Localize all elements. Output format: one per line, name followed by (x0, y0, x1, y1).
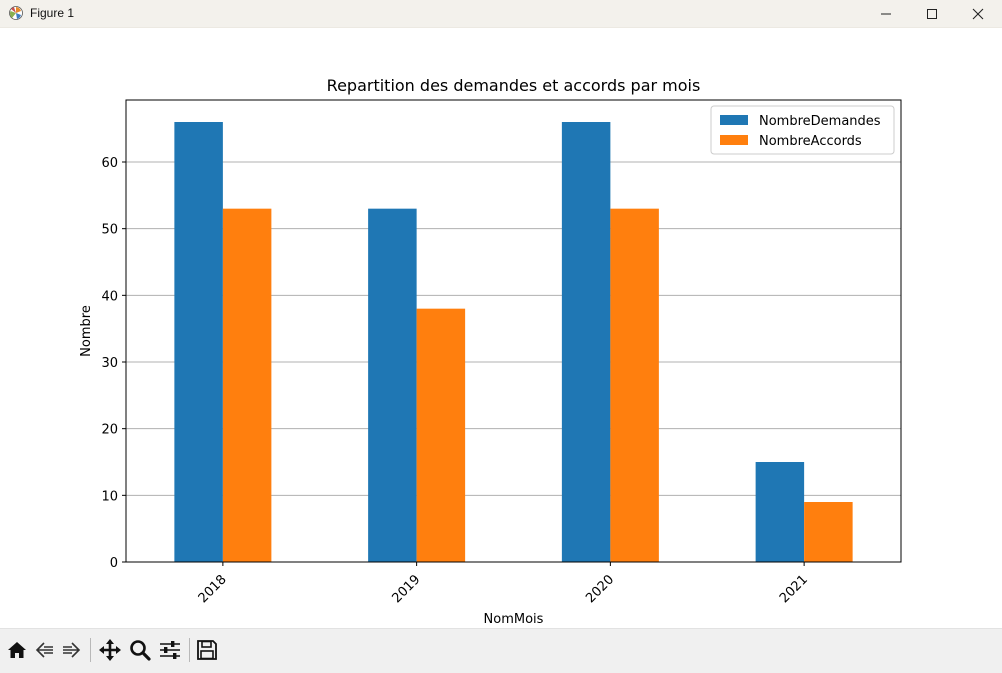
legend-label: NombreAccords (759, 134, 862, 149)
chart-title: Repartition des demandes et accords par … (327, 76, 701, 95)
bar-NombreDemandes-2021 (755, 462, 805, 562)
bar-NombreAccords-2020 (610, 208, 659, 562)
y-tick-label: 10 (101, 489, 118, 504)
x-axis-label: NomMois (484, 612, 544, 627)
y-axis-label: Nombre (79, 305, 94, 357)
y-ticks: 0 10 20 30 40 50 60 (101, 156, 126, 571)
window-titlebar: Figure 1 (0, 0, 1002, 28)
zoom-icon (130, 640, 151, 661)
pan-button[interactable] (97, 637, 123, 663)
close-button[interactable] (955, 0, 1001, 27)
toolbar-separator (90, 638, 91, 662)
navigation-toolbar (0, 628, 1002, 673)
axes-frame (125, 99, 902, 563)
bar-chart: 0 10 20 30 40 50 60 2018 2019 2020 2021 Repartiti… (79, 76, 902, 627)
legend-swatch (720, 135, 748, 145)
y-tick-label: 30 (101, 356, 118, 371)
save-icon (197, 640, 217, 660)
legend-label: NombreDemandes (759, 114, 881, 129)
bars (174, 122, 853, 562)
save-button[interactable] (194, 637, 220, 663)
bar-NombreAccords-2018 (222, 208, 272, 562)
bar-NombreAccords-2021 (804, 502, 853, 562)
pan-icon (99, 639, 121, 661)
x-tick-label: 2021 (777, 572, 811, 606)
window-title: Figure 1 (30, 6, 75, 20)
close-icon (972, 8, 984, 19)
maximize-icon (927, 8, 937, 19)
legend: NombreDemandes NombreAccords (710, 105, 895, 155)
back-arrow-icon (35, 642, 53, 658)
bar-NombreDemandes-2020 (561, 122, 611, 562)
y-tick-label: 20 (101, 423, 118, 438)
y-tick-label: 60 (101, 156, 118, 171)
figure-canvas[interactable]: 0 10 20 30 40 50 60 2018 2019 2020 2021 Repartiti… (0, 28, 1002, 628)
x-tick-label: 2018 (196, 572, 230, 606)
toolbar-separator (189, 638, 190, 662)
x-ticks: 2018 2019 2020 2021 (196, 562, 811, 606)
configure-subplots-icon (160, 641, 180, 659)
y-tick-label: 0 (110, 556, 118, 571)
y-tick-label: 40 (101, 289, 118, 304)
bar-NombreDemandes-2019 (368, 208, 417, 562)
back-button[interactable] (32, 637, 58, 663)
y-tick-label: 50 (101, 223, 118, 238)
home-icon (8, 642, 26, 658)
bar-NombreDemandes-2018 (174, 122, 223, 562)
home-button[interactable] (4, 637, 30, 663)
x-tick-label: 2019 (389, 572, 423, 606)
forward-button[interactable] (58, 637, 84, 663)
legend-swatch (720, 115, 748, 125)
minimize-button[interactable] (863, 0, 909, 27)
zoom-button[interactable] (127, 637, 153, 663)
configure-subplots-button[interactable] (157, 637, 183, 663)
legend-box (710, 105, 895, 155)
matplotlib-icon (9, 6, 23, 20)
minimize-icon (881, 13, 891, 14)
forward-arrow-icon (63, 642, 81, 658)
bar-NombreAccords-2019 (416, 308, 466, 562)
x-tick-label: 2020 (583, 572, 617, 606)
maximize-button[interactable] (909, 0, 955, 27)
